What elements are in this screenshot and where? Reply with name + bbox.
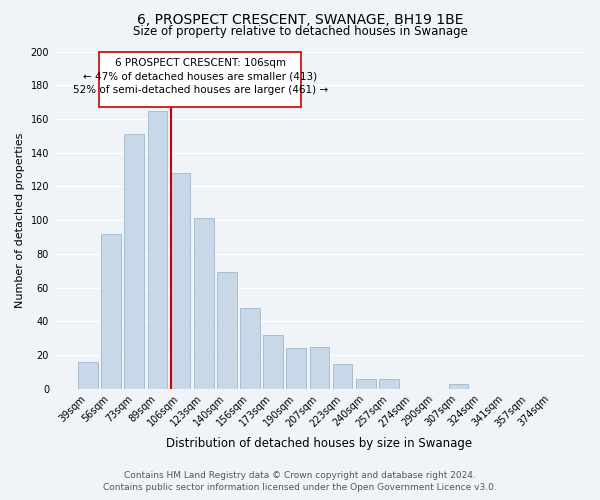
- Bar: [263, 335, 283, 389]
- Bar: [170, 173, 190, 389]
- Bar: [333, 364, 352, 389]
- Text: Contains HM Land Registry data © Crown copyright and database right 2024.
Contai: Contains HM Land Registry data © Crown c…: [103, 471, 497, 492]
- X-axis label: Distribution of detached houses by size in Swanage: Distribution of detached houses by size …: [166, 437, 473, 450]
- Bar: [310, 346, 329, 389]
- FancyBboxPatch shape: [100, 52, 301, 107]
- Bar: [124, 134, 144, 389]
- Text: ← 47% of detached houses are smaller (413): ← 47% of detached houses are smaller (41…: [83, 72, 317, 82]
- Bar: [101, 234, 121, 389]
- Bar: [379, 378, 399, 389]
- Text: Size of property relative to detached houses in Swanage: Size of property relative to detached ho…: [133, 25, 467, 38]
- Y-axis label: Number of detached properties: Number of detached properties: [15, 132, 25, 308]
- Text: 6 PROSPECT CRESCENT: 106sqm: 6 PROSPECT CRESCENT: 106sqm: [115, 58, 286, 68]
- Bar: [148, 110, 167, 389]
- Bar: [78, 362, 98, 389]
- Bar: [356, 378, 376, 389]
- Text: 6, PROSPECT CRESCENT, SWANAGE, BH19 1BE: 6, PROSPECT CRESCENT, SWANAGE, BH19 1BE: [137, 12, 463, 26]
- Text: 52% of semi-detached houses are larger (461) →: 52% of semi-detached houses are larger (…: [73, 85, 328, 95]
- Bar: [217, 272, 236, 389]
- Bar: [194, 218, 214, 389]
- Bar: [286, 348, 306, 389]
- Bar: [240, 308, 260, 389]
- Bar: [449, 384, 468, 389]
